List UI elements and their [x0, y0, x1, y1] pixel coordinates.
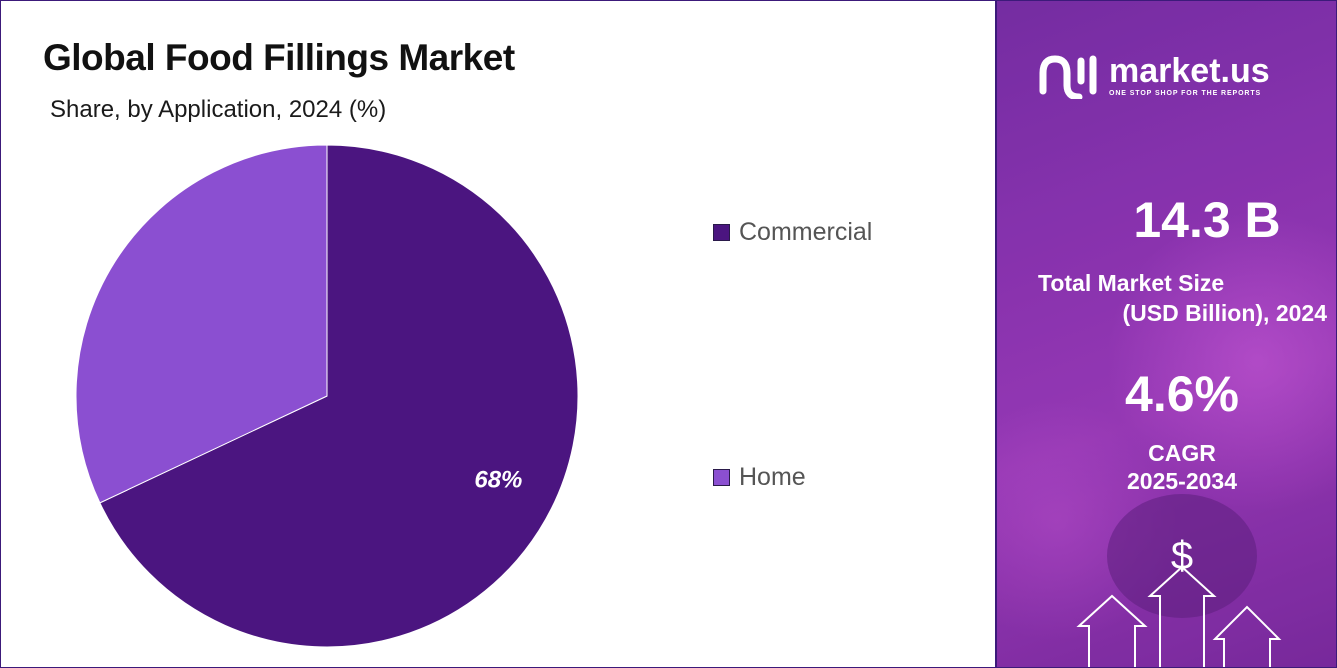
pie-data-labels: 68%: [474, 466, 522, 493]
dollar-icon: $: [1171, 534, 1193, 578]
legend-label-home: Home: [739, 463, 806, 491]
chart-panel: Global Food Fillings Market Share, by Ap…: [1, 1, 995, 666]
legend-item-commercial: Commercial: [713, 218, 872, 247]
market-size-label-line2: (USD Billion), 2024: [1122, 300, 1327, 326]
cagr-value: 4.6%: [1125, 366, 1239, 422]
stats-panel: $ market.us ONE STOP SHOP FOR THE REPORT…: [997, 1, 1336, 667]
cagr-label-line1: CAGR: [1148, 440, 1216, 466]
pie-slices: [75, 144, 579, 648]
brand-logo: market.us ONE STOP SHOP FOR THE REPORTS: [1037, 51, 1270, 99]
market-us-logo-icon: [1039, 55, 1097, 99]
market-size-label-line1: Total Market Size: [1038, 270, 1225, 296]
cagr-label-line2: 2025-2034: [1127, 468, 1237, 494]
background-decoration: $: [997, 1, 1336, 667]
legend-item-home: Home: [713, 463, 806, 492]
growth-arrows-icon: [1076, 565, 1282, 667]
legend-label-commercial: Commercial: [739, 218, 873, 246]
pie-chart: 68%: [75, 144, 579, 648]
pie-label-commercial: 68%: [474, 466, 522, 493]
coin-circle-shape: [1107, 494, 1257, 618]
chart-subtitle: Share, by Application, 2024 (%): [50, 96, 387, 123]
pie-slice-home: [75, 144, 328, 504]
panel-divider: [995, 0, 997, 668]
brand-tagline: ONE STOP SHOP FOR THE REPORTS: [1109, 89, 1262, 97]
pie-slice-commercial: [99, 144, 579, 648]
legend-swatch-commercial: [713, 224, 730, 241]
legend-swatch-home: [713, 469, 730, 486]
brand-name: market.us: [1109, 51, 1270, 90]
chart-title: Global Food Fillings Market: [43, 37, 515, 78]
market-size-value: 14.3 B: [1133, 192, 1281, 248]
